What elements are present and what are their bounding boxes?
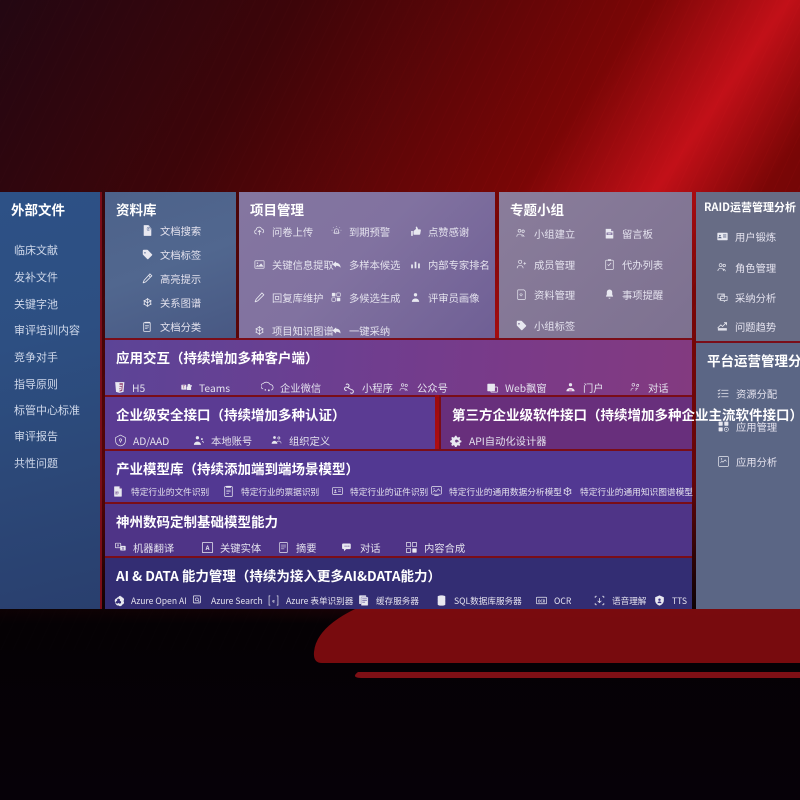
svg-text:OCR: OCR — [538, 599, 546, 604]
svg-text:文: 文 — [122, 546, 125, 551]
svg-text:A: A — [205, 543, 210, 552]
svg-text:e: e — [272, 599, 275, 605]
svg-text:A: A — [116, 544, 119, 548]
